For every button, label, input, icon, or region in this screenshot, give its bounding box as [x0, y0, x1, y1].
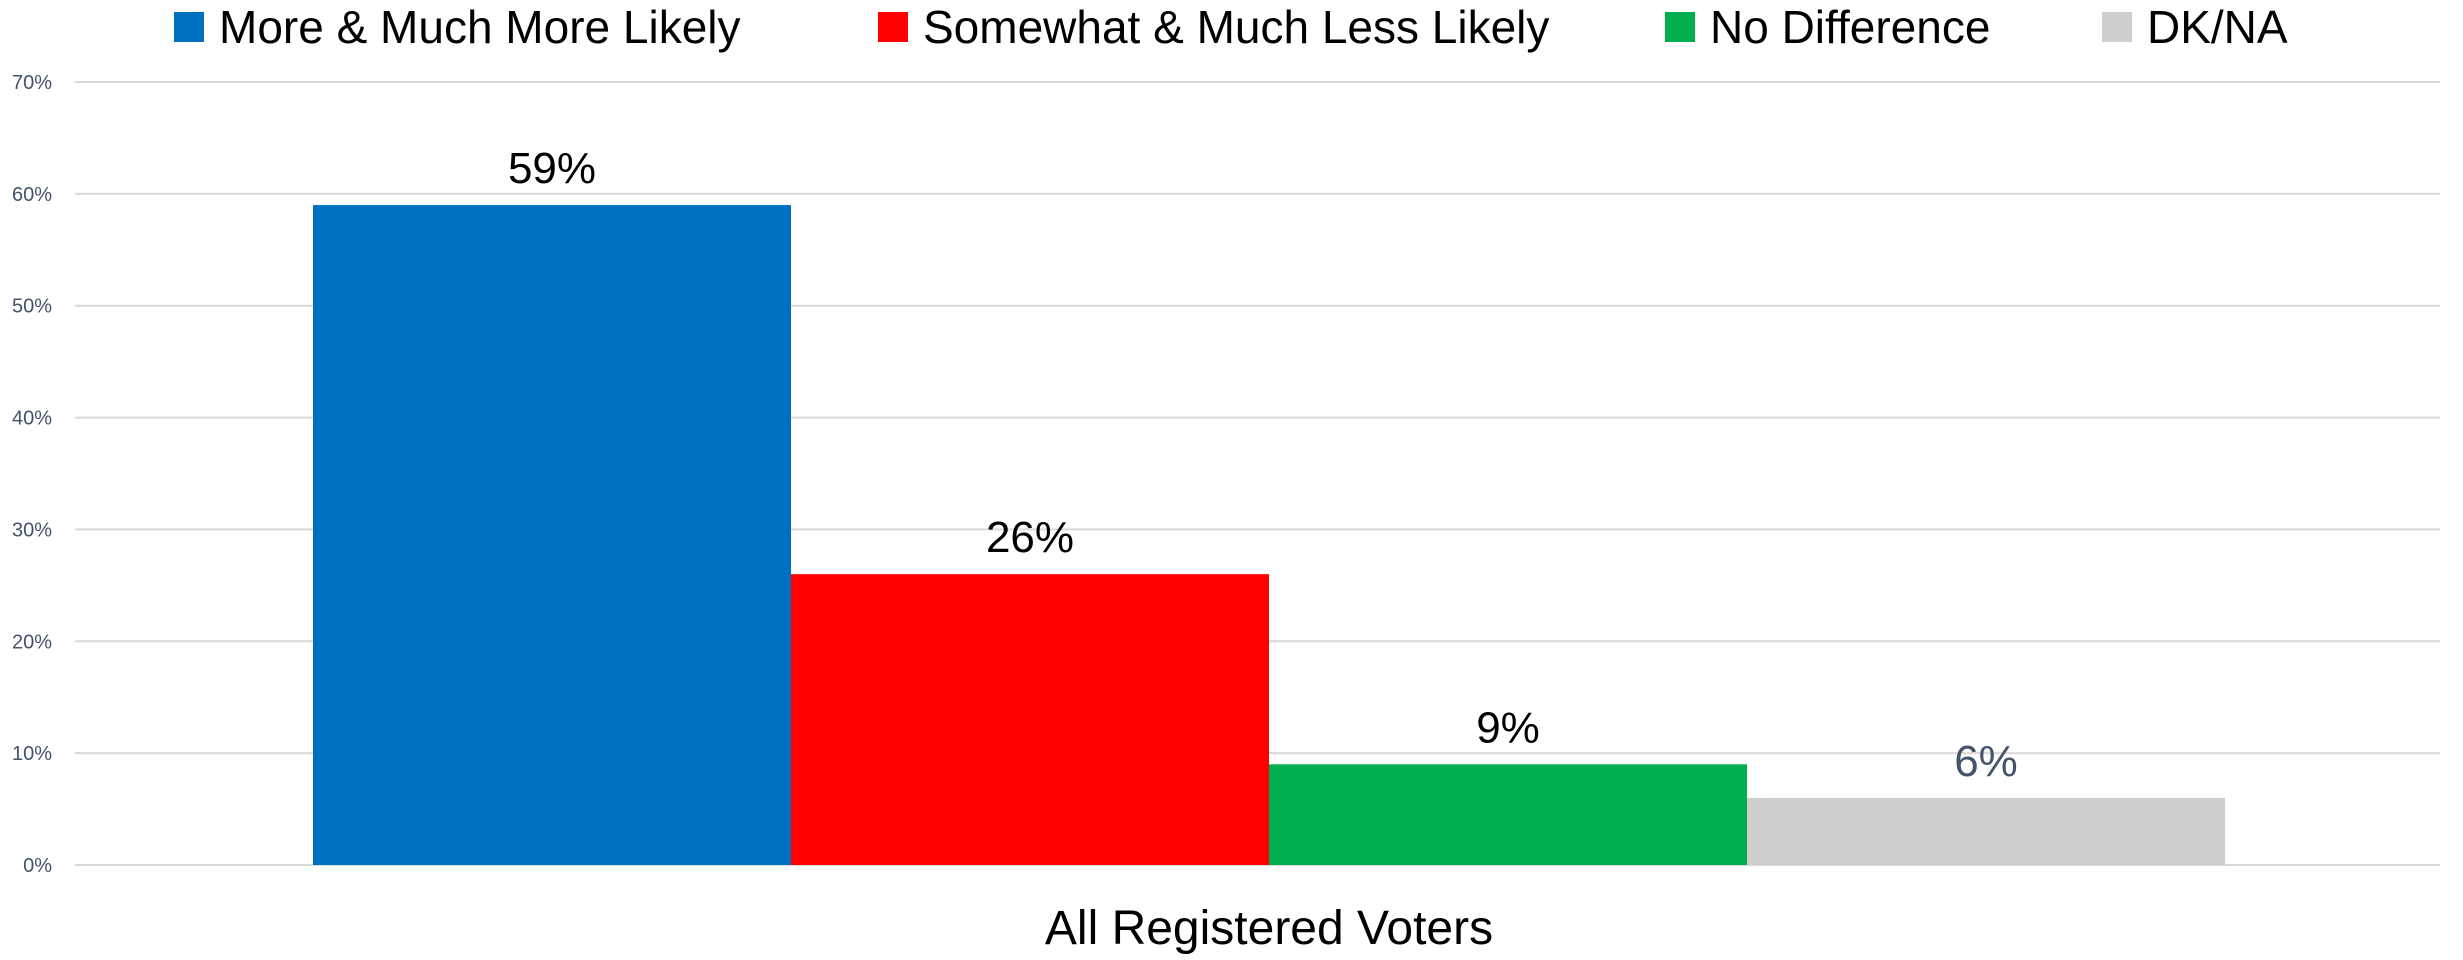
y-tick-label: 30%	[12, 519, 52, 541]
legend-label: No Difference	[1710, 1, 1990, 53]
y-tick-label: 70%	[12, 72, 52, 94]
legend-swatch	[174, 12, 204, 42]
data-label: 59%	[508, 144, 596, 193]
bar	[1747, 797, 2225, 865]
y-axis-tick-labels: 0% 10% 20% 30% 40% 50% 60% 70%	[12, 72, 52, 877]
legend-label: DK/NA	[2147, 1, 2288, 53]
y-tick-label: 20%	[12, 631, 52, 653]
y-tick-label: 0%	[23, 855, 52, 877]
data-labels: 59% 26% 9% 6%	[508, 144, 2018, 786]
y-tick-label: 60%	[12, 184, 52, 206]
bar	[1269, 764, 1747, 865]
bars	[313, 205, 2225, 866]
legend-swatch	[2102, 12, 2132, 42]
bar	[313, 205, 791, 866]
legend-swatch	[1665, 12, 1695, 42]
data-label: 9%	[1476, 703, 1540, 752]
data-label: 26%	[986, 513, 1074, 562]
legend-label: More & Much More Likely	[219, 1, 741, 53]
y-tick-label: 10%	[12, 743, 52, 765]
data-label: 6%	[1954, 737, 2018, 786]
y-tick-label: 40%	[12, 408, 52, 430]
bar	[791, 574, 1269, 865]
y-tick-label: 50%	[12, 296, 52, 318]
legend-swatch	[878, 12, 908, 42]
legend: More & Much More Likely Somewhat & Much L…	[174, 1, 2288, 53]
x-axis-category-label: All Registered Voters	[1045, 902, 1493, 955]
legend-label: Somewhat & Much Less Likely	[923, 1, 1549, 53]
